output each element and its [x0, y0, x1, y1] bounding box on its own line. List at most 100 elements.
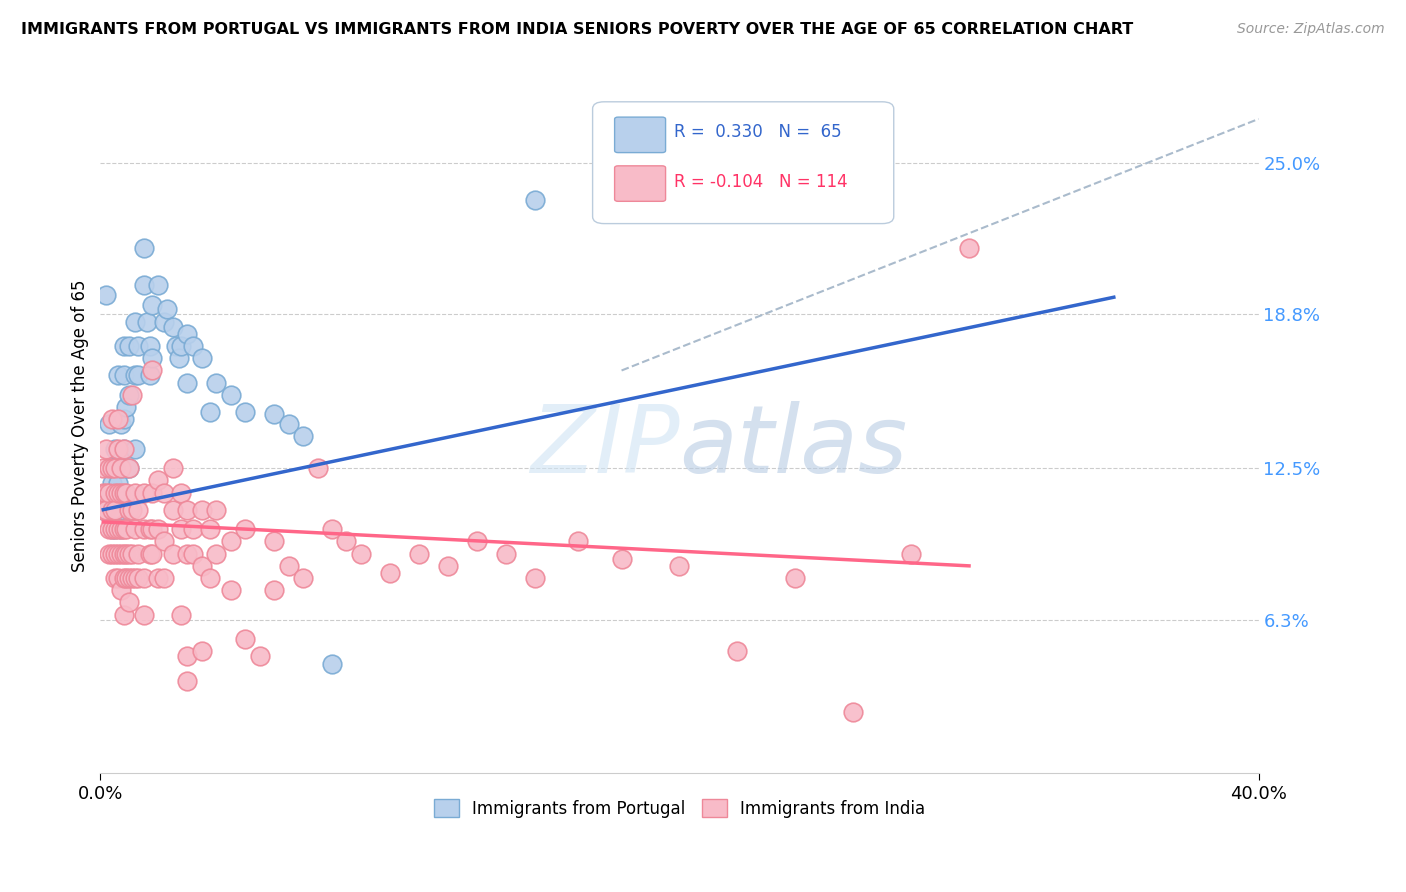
Point	[132, 607, 155, 622]
Point	[110, 522, 132, 536]
Text: R = -0.104   N = 114: R = -0.104 N = 114	[673, 173, 848, 191]
Point	[104, 442, 127, 456]
Point	[408, 547, 430, 561]
Point	[190, 558, 212, 573]
Point	[153, 485, 176, 500]
Point	[141, 351, 163, 366]
Point	[98, 522, 121, 536]
Point	[107, 485, 129, 500]
Point	[153, 315, 176, 329]
Point	[101, 461, 124, 475]
Point	[127, 547, 149, 561]
Point	[181, 547, 204, 561]
Point	[104, 485, 127, 500]
Point	[101, 522, 124, 536]
Point	[138, 547, 160, 561]
Point	[610, 551, 633, 566]
Point	[307, 461, 329, 475]
Point	[94, 502, 117, 516]
Point	[91, 461, 114, 475]
Point	[156, 302, 179, 317]
Point	[101, 547, 124, 561]
Point	[205, 376, 228, 390]
Point	[101, 502, 124, 516]
Point	[141, 297, 163, 311]
Point	[176, 547, 198, 561]
Point	[104, 522, 127, 536]
Point	[118, 461, 141, 475]
Point	[110, 461, 132, 475]
Point	[112, 412, 135, 426]
Point	[112, 368, 135, 383]
Point	[104, 547, 127, 561]
Point	[107, 442, 129, 456]
Point	[321, 657, 343, 671]
Point	[118, 461, 141, 475]
Point	[170, 522, 193, 536]
Point	[957, 241, 980, 255]
Point	[141, 363, 163, 377]
Point	[200, 522, 222, 536]
Point	[118, 547, 141, 561]
FancyBboxPatch shape	[592, 102, 894, 224]
Text: IMMIGRANTS FROM PORTUGAL VS IMMIGRANTS FROM INDIA SENIORS POVERTY OVER THE AGE O: IMMIGRANTS FROM PORTUGAL VS IMMIGRANTS F…	[21, 22, 1133, 37]
Point	[176, 673, 198, 688]
Point	[110, 583, 132, 598]
Point	[153, 534, 176, 549]
Point	[725, 644, 748, 658]
Y-axis label: Seniors Poverty Over the Age of 65: Seniors Poverty Over the Age of 65	[72, 279, 89, 572]
Point	[118, 339, 141, 353]
Point	[101, 522, 124, 536]
Point	[141, 485, 163, 500]
Point	[98, 417, 121, 432]
Point	[495, 547, 517, 561]
Point	[181, 339, 204, 353]
Point	[104, 502, 127, 516]
Point	[118, 502, 141, 516]
Point	[132, 241, 155, 255]
Point	[110, 417, 132, 432]
Point	[115, 485, 138, 500]
Point	[162, 461, 184, 475]
Point	[127, 368, 149, 383]
Point	[148, 278, 170, 293]
Point	[219, 583, 242, 598]
Point	[165, 339, 187, 353]
Point	[233, 522, 256, 536]
Point	[104, 485, 127, 500]
Point	[170, 607, 193, 622]
Point	[104, 502, 127, 516]
Point	[118, 595, 141, 609]
Point	[378, 566, 401, 581]
Point	[141, 522, 163, 536]
Point	[98, 461, 121, 475]
Point	[523, 193, 546, 207]
Point	[104, 461, 127, 475]
Point	[148, 474, 170, 488]
Point	[167, 351, 190, 366]
Point	[138, 522, 160, 536]
Point	[900, 547, 922, 561]
Point	[115, 522, 138, 536]
Point	[176, 326, 198, 341]
Point	[112, 607, 135, 622]
Point	[132, 485, 155, 500]
Point	[263, 408, 285, 422]
Point	[115, 461, 138, 475]
Point	[148, 571, 170, 585]
Point	[138, 339, 160, 353]
Point	[107, 475, 129, 490]
Point	[135, 315, 157, 329]
Point	[107, 461, 129, 475]
Point	[176, 376, 198, 390]
Point	[124, 315, 146, 329]
Point	[668, 156, 690, 170]
Point	[181, 522, 204, 536]
Point	[118, 502, 141, 516]
Point	[110, 502, 132, 516]
Point	[121, 502, 143, 516]
Point	[233, 405, 256, 419]
Point	[132, 571, 155, 585]
Point	[112, 442, 135, 456]
Point	[523, 571, 546, 585]
